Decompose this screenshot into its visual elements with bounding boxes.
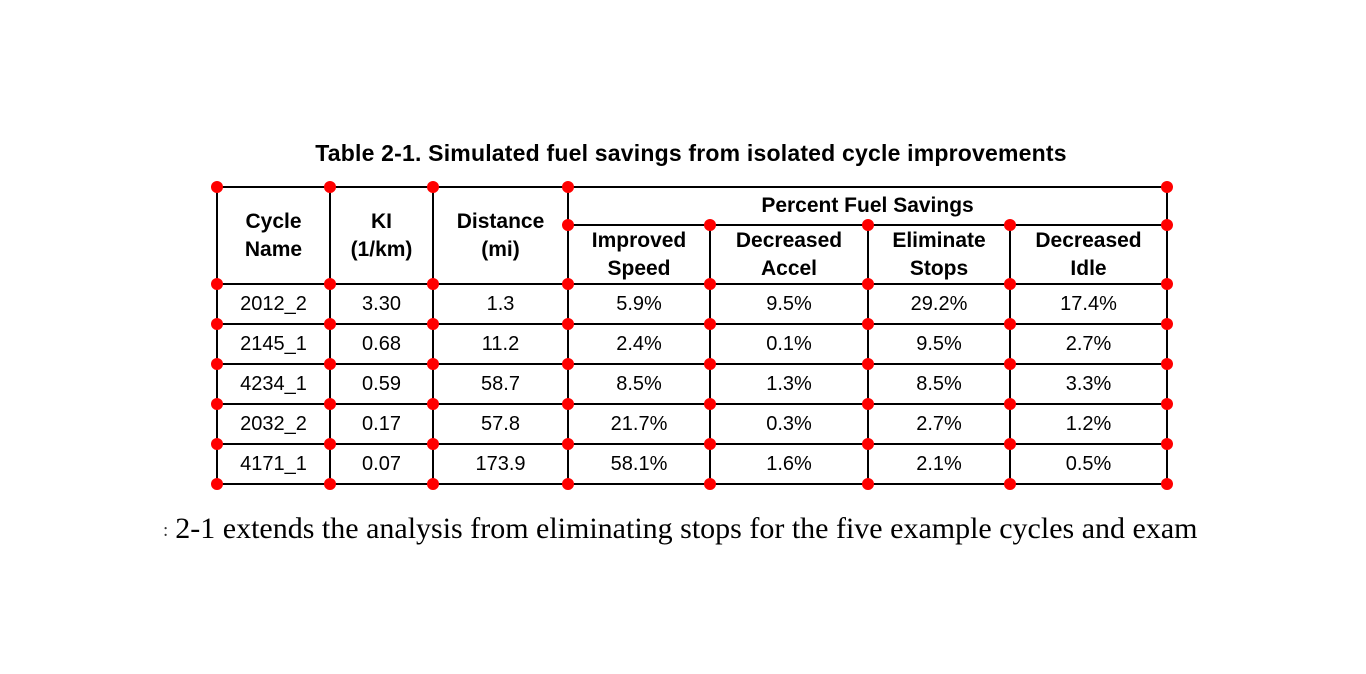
table-cell: 1.3%: [709, 363, 869, 405]
table-cell: 17.4%: [1008, 283, 1169, 325]
table-cell: 2.1%: [867, 443, 1011, 485]
table-cell: 2012_2: [216, 283, 331, 325]
table-cell: 9.5%: [867, 323, 1011, 365]
table-cell: 0.1%: [709, 323, 869, 365]
col-header-distance: Distance (mi): [432, 186, 569, 285]
body-text-left-fragment: :: [163, 520, 169, 541]
table-cell: 3.30: [329, 283, 434, 325]
table-row: 2145_1 0.68 11.2 2.4% 0.1% 9.5% 2.7%: [216, 323, 1169, 365]
table-cell: 1.3: [432, 283, 569, 325]
table-cell: 58.7: [432, 363, 569, 405]
body-text: 2-1 extends the analysis from eliminatin…: [175, 512, 1198, 545]
table-cell: 0.07: [329, 443, 434, 485]
body-paragraph: :2-1 extends the analysis from eliminati…: [163, 512, 1197, 546]
table-cell: 0.3%: [709, 403, 869, 445]
table-cell: 57.8: [432, 403, 569, 445]
table-cell: 0.17: [329, 403, 434, 445]
table-cell: 2.4%: [567, 323, 711, 365]
fuel-savings-table: Cycle Name KI (1/km) Distance (mi) Perce…: [216, 186, 1169, 485]
col-header-eliminate-stops: Eliminate Stops: [867, 224, 1011, 285]
table-cell: 2032_2: [216, 403, 331, 445]
table-cell: 2.7%: [1008, 323, 1169, 365]
col-header-ki: KI (1/km): [329, 186, 434, 285]
table-cell: 0.59: [329, 363, 434, 405]
table-cell: 173.9: [432, 443, 569, 485]
table-caption: Table 2-1. Simulated fuel savings from i…: [315, 140, 1067, 166]
table-cell: 9.5%: [709, 283, 869, 325]
table-cell: 0.5%: [1008, 443, 1169, 485]
col-group-header-percent-fuel-savings: Percent Fuel Savings: [566, 186, 1169, 226]
table-cell: 8.5%: [867, 363, 1011, 405]
col-header-decreased-accel: Decreased Accel: [709, 224, 869, 285]
table-cell: 2145_1: [216, 323, 331, 365]
table-row: 2012_2 3.30 1.3 5.9% 9.5% 29.2% 17.4%: [216, 283, 1169, 325]
table-cell: 29.2%: [867, 283, 1011, 325]
table-cell: 58.1%: [567, 443, 711, 485]
table-cell: 8.5%: [567, 363, 711, 405]
table-cell: 3.3%: [1008, 363, 1169, 405]
col-header-cycle-name: Cycle Name: [216, 186, 331, 285]
table-header-row-top: Cycle Name KI (1/km) Distance (mi) Perce…: [216, 186, 1169, 285]
table-cell: 2.7%: [867, 403, 1011, 445]
table-cell: 4234_1: [216, 363, 331, 405]
table-cell: 21.7%: [567, 403, 711, 445]
table-cell: 0.68: [329, 323, 434, 365]
table-cell: 4171_1: [216, 443, 331, 485]
table-cell: 1.6%: [709, 443, 869, 485]
table-row: 4234_1 0.59 58.7 8.5% 1.3% 8.5% 3.3%: [216, 363, 1169, 405]
table-cell: 1.2%: [1008, 403, 1169, 445]
col-header-improved-speed: Improved Speed: [567, 224, 711, 285]
table-row: 4171_1 0.07 173.9 58.1% 1.6% 2.1% 0.5%: [216, 443, 1169, 485]
table-cell: 11.2: [432, 323, 569, 365]
table-cell: 5.9%: [567, 283, 711, 325]
col-header-decreased-idle: Decreased Idle: [1008, 224, 1169, 285]
table-row: 2032_2 0.17 57.8 21.7% 0.3% 2.7% 1.2%: [216, 403, 1169, 445]
table-header-row-sub: Improved Speed Decreased Accel Eliminate…: [217, 224, 1169, 285]
